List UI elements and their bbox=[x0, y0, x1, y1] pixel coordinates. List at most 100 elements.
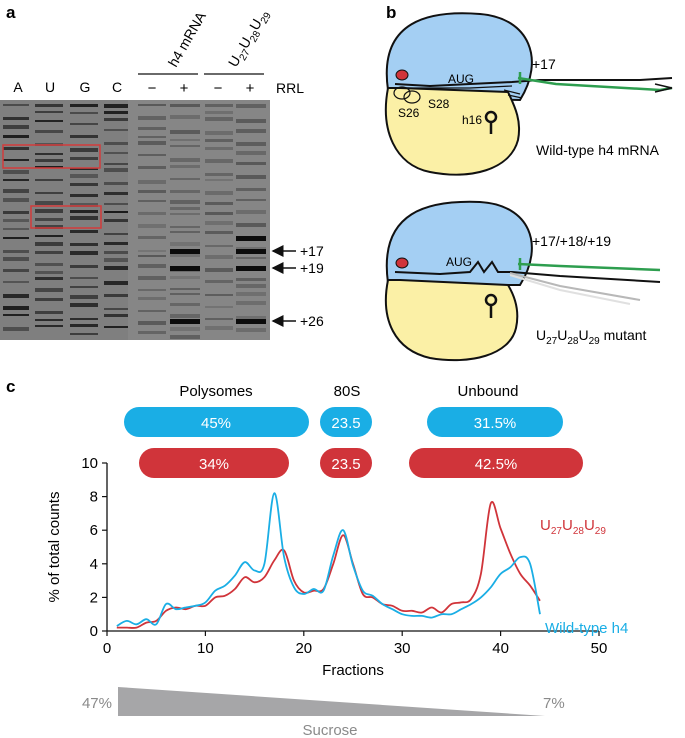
mrna-shadow-1 bbox=[509, 272, 641, 301]
marker-17: +17 bbox=[300, 243, 324, 259]
gel-band bbox=[205, 306, 233, 308]
gel-band bbox=[104, 258, 128, 262]
gel-band bbox=[170, 104, 200, 107]
gel-band bbox=[70, 148, 98, 152]
y-tick-label: 0 bbox=[90, 623, 98, 640]
wt-position: +17 bbox=[532, 56, 556, 72]
gel-band bbox=[205, 147, 233, 150]
header-unbound: Unbound bbox=[458, 383, 519, 400]
gel-band bbox=[138, 136, 166, 138]
gel-band bbox=[170, 145, 200, 147]
gel-band bbox=[104, 142, 128, 145]
gel-band bbox=[138, 331, 166, 334]
mut-codon: AUG bbox=[446, 255, 472, 269]
gel-band bbox=[170, 115, 200, 119]
panel-c-letter: c bbox=[6, 377, 15, 396]
gel-band bbox=[35, 288, 63, 292]
gel-band bbox=[170, 288, 200, 290]
gel-band bbox=[138, 212, 166, 215]
gel-band bbox=[236, 188, 266, 191]
green-probe-mutant bbox=[517, 262, 661, 272]
label-s26: S26 bbox=[398, 106, 420, 120]
ribosome-wild-type bbox=[384, 12, 673, 176]
gel-band bbox=[104, 251, 128, 254]
gel-band bbox=[205, 280, 233, 283]
x-tick-label: 0 bbox=[103, 640, 111, 657]
gel-band bbox=[3, 281, 29, 283]
gel-band bbox=[138, 141, 166, 145]
gel-band bbox=[236, 316, 266, 320]
gel-band bbox=[3, 170, 29, 174]
gel-band bbox=[104, 163, 128, 165]
gel-band bbox=[205, 159, 233, 163]
gel-band bbox=[70, 135, 98, 138]
gel-band bbox=[138, 154, 166, 156]
gel-band bbox=[236, 175, 266, 179]
gel-band bbox=[70, 243, 98, 246]
gel-band bbox=[104, 266, 128, 270]
gel-band bbox=[35, 311, 63, 314]
x-axis-label: Fractions bbox=[322, 662, 384, 679]
gel-band bbox=[70, 277, 98, 279]
small-subunit-mutant bbox=[384, 279, 519, 362]
mut-minus: − bbox=[214, 80, 223, 97]
gel-stop-band bbox=[236, 236, 266, 241]
gel-band bbox=[205, 231, 233, 234]
gel-band bbox=[104, 104, 128, 108]
gel-band bbox=[3, 179, 29, 181]
gel-band bbox=[70, 194, 98, 197]
marker-26: +26 bbox=[300, 313, 324, 329]
red-site-marker-mutant bbox=[395, 257, 409, 269]
gel-band bbox=[205, 131, 233, 135]
gel-band bbox=[138, 264, 166, 268]
pill-80s-mut-value: 23.5 bbox=[331, 456, 360, 473]
x-tick-label: 20 bbox=[295, 640, 312, 657]
gel-band bbox=[170, 293, 200, 295]
gel-band bbox=[104, 308, 128, 310]
mrna-shadow-2 bbox=[509, 274, 631, 305]
pill-80s-wt bbox=[320, 407, 372, 437]
gel-band bbox=[170, 130, 200, 134]
gel-band bbox=[35, 218, 63, 221]
gel-band bbox=[3, 237, 29, 239]
gel-band bbox=[35, 319, 63, 321]
gel-band bbox=[104, 168, 128, 172]
mut-caption: U27U28U29 mutant bbox=[536, 327, 647, 347]
gel-band bbox=[35, 251, 63, 254]
gel-band bbox=[236, 162, 266, 165]
gel-stop-band bbox=[236, 319, 266, 324]
gel-band bbox=[170, 226, 200, 228]
x-tick-label: 50 bbox=[591, 640, 608, 657]
profile-chart: 0 2 4 6 8 10 0 10 20 30 40 50 Fractions % of total … bbox=[46, 455, 628, 679]
gel-band bbox=[35, 192, 63, 194]
label-s28: S28 bbox=[428, 97, 450, 111]
lane-label-c: C bbox=[112, 79, 122, 95]
gel-band bbox=[205, 179, 233, 181]
gel-band bbox=[70, 174, 98, 178]
mrna-strand-2 bbox=[395, 85, 513, 89]
pill-unbound-mut-value: 42.5% bbox=[475, 456, 518, 473]
lane-label-a: A bbox=[13, 79, 23, 95]
gel-band bbox=[205, 139, 233, 142]
gel-band bbox=[3, 219, 29, 222]
gel-band bbox=[104, 111, 128, 114]
x-tick-label: 40 bbox=[492, 640, 509, 657]
chart-series bbox=[116, 492, 541, 629]
gel-band bbox=[170, 178, 200, 180]
gel-stop-band bbox=[236, 249, 266, 254]
gel-band bbox=[3, 306, 29, 310]
sucrose-low: 7% bbox=[543, 695, 565, 712]
gel-band bbox=[205, 212, 233, 215]
gel-band bbox=[70, 324, 98, 327]
mrna-end-arrow bbox=[654, 83, 673, 93]
gel-band bbox=[205, 318, 233, 320]
y-tick-label: 2 bbox=[90, 589, 98, 606]
gel-band bbox=[70, 303, 98, 307]
gel-band bbox=[35, 325, 63, 327]
gel-band bbox=[104, 192, 128, 195]
lane-label-g: G bbox=[80, 79, 91, 95]
series-line-mutant bbox=[116, 500, 541, 629]
gel-band bbox=[138, 116, 166, 120]
gel-band bbox=[3, 159, 29, 161]
